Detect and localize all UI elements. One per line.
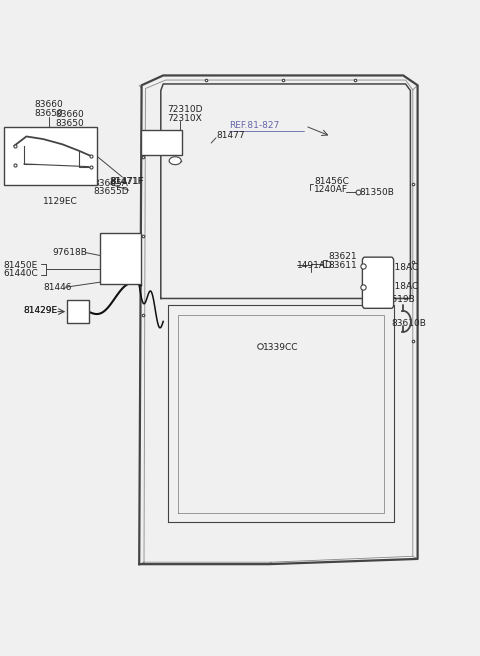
Text: 81471F: 81471F	[110, 177, 144, 186]
Text: 72310D: 72310D	[167, 105, 203, 114]
Text: 1240AF: 1240AF	[314, 185, 348, 194]
Text: 82619B: 82619B	[381, 295, 415, 304]
Text: 81446: 81446	[43, 283, 72, 292]
Text: 83665A: 83665A	[94, 179, 129, 188]
Text: 83655D: 83655D	[94, 187, 129, 196]
Text: 81450E: 81450E	[4, 260, 38, 270]
Text: 81471F: 81471F	[109, 177, 143, 186]
FancyBboxPatch shape	[67, 300, 89, 323]
Text: 1018AC: 1018AC	[384, 263, 419, 272]
Text: 1339CC: 1339CC	[263, 342, 299, 352]
Text: 83650: 83650	[35, 109, 63, 118]
Text: 1129EC: 1129EC	[43, 197, 78, 206]
Text: 1491AD: 1491AD	[297, 260, 333, 270]
Text: 83660: 83660	[35, 100, 63, 110]
Text: 83670C: 83670C	[7, 133, 41, 142]
Text: 72310X: 72310X	[167, 113, 202, 123]
Text: 61440C: 61440C	[4, 269, 38, 278]
FancyBboxPatch shape	[100, 233, 141, 284]
Text: 81429E: 81429E	[23, 306, 57, 315]
Text: 81477: 81477	[216, 131, 245, 140]
Text: 83621: 83621	[329, 252, 358, 261]
Text: 81459: 81459	[144, 141, 171, 150]
Ellipse shape	[169, 157, 181, 165]
Text: 1018AC: 1018AC	[384, 282, 419, 291]
Text: 83611: 83611	[329, 260, 358, 270]
Text: 83650: 83650	[55, 119, 84, 128]
Text: 83610B: 83610B	[391, 319, 426, 328]
Text: 83680F: 83680F	[7, 142, 40, 151]
FancyBboxPatch shape	[362, 257, 394, 308]
FancyBboxPatch shape	[4, 127, 97, 185]
Text: REF.81-827: REF.81-827	[229, 121, 280, 131]
Text: 81456C: 81456C	[314, 176, 349, 186]
FancyBboxPatch shape	[141, 130, 182, 155]
Text: 97618B: 97618B	[53, 248, 88, 257]
Text: 81429E: 81429E	[23, 306, 57, 315]
Text: 81458: 81458	[144, 133, 171, 142]
Text: 83660: 83660	[55, 110, 84, 119]
Text: 81350B: 81350B	[359, 188, 394, 197]
